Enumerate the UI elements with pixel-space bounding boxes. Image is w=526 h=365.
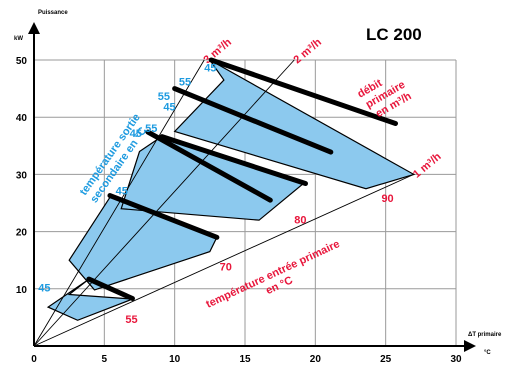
separator-bar — [107, 193, 220, 240]
x-axis-title: ΔT primaire — [468, 332, 502, 338]
x-tick-label: 30 — [450, 354, 462, 365]
secondary-temp-label: 45 — [116, 185, 128, 197]
secondary-temp-label: 55 — [179, 77, 191, 89]
secondary-temp-label: 55 — [145, 123, 157, 135]
separator-bar — [145, 129, 273, 203]
chart-title: LC 200 — [366, 25, 422, 44]
primary-temp-label: 70 — [220, 261, 232, 273]
y-tick-label: 20 — [16, 228, 28, 239]
separator-bar — [159, 134, 308, 187]
tick-labels: 0 5 10 15 20 25 30 10 20 30 40 50 — [16, 56, 462, 365]
x-tick-label: 0 — [31, 354, 37, 365]
y-tick-label: 50 — [16, 56, 28, 67]
band-area — [46, 279, 133, 321]
y-tick-label: 40 — [16, 113, 28, 124]
secondary-temp-label: 45 — [204, 62, 216, 74]
primary-temp-label: 80 — [294, 215, 306, 227]
secondary-temp-label: 45 — [38, 283, 50, 295]
flow-line — [33, 59, 205, 347]
flow-line — [33, 59, 295, 347]
secondary-temp-label: 55 — [158, 91, 170, 103]
separator-bar — [86, 276, 135, 302]
secondary-temp-label: 45 — [130, 128, 142, 140]
separator-bar — [172, 86, 334, 155]
flow-line — [33, 173, 414, 347]
separator-bar — [208, 57, 399, 126]
x-tick-label: 5 — [102, 354, 108, 365]
x-tick-label: 20 — [310, 354, 322, 365]
x-tick-label: 25 — [380, 354, 392, 365]
y-axis-title: Puissance — [38, 10, 68, 16]
x-tick-label: 15 — [239, 354, 251, 365]
secondary-temp-label: 45 — [163, 101, 175, 113]
primary-temp-label: 90 — [381, 193, 393, 205]
flow-label: 1 m³/h — [411, 151, 444, 181]
separator-bars — [86, 57, 399, 302]
y-axis-unit: kW — [14, 36, 23, 42]
band-area — [173, 59, 416, 190]
primary-temp-label: 55 — [125, 314, 137, 326]
x-axis-unit: °C — [484, 350, 491, 356]
annotation-primary: température entrée primaire en °C — [204, 237, 350, 323]
x-tick-label: 10 — [169, 354, 181, 365]
y-tick-label: 30 — [16, 170, 28, 181]
y-tick-label: 10 — [16, 285, 28, 296]
flow-label: 2 m³/h — [291, 36, 324, 66]
annotation-debit: débit primaire en m³/h — [356, 66, 417, 123]
